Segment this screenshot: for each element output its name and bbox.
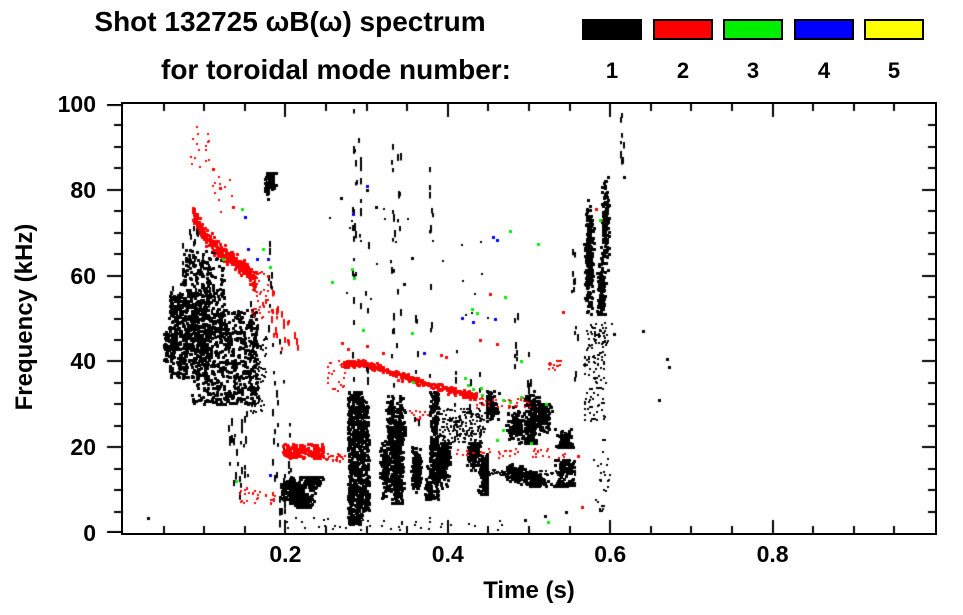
y-axis-title: Frequency (kHz) [11, 223, 38, 411]
legend-label-mode-2: 2 [676, 58, 690, 83]
chart-title: Shot 132725 ωB(ω) spectrum [94, 6, 486, 37]
legend-swatch-mode-4 [794, 19, 854, 40]
plot-area [105, 102, 937, 535]
y-tick-label-0: 0 [83, 520, 96, 546]
spectrogram-canvas [105, 104, 935, 533]
legend-swatch-mode-5 [864, 19, 924, 40]
y-tick-label-20: 20 [70, 434, 96, 461]
y-tick-label-40: 40 [70, 348, 96, 375]
legend-swatch-mode-1 [582, 19, 642, 40]
y-tick-label-100: 100 [57, 91, 96, 117]
legend-label-mode-1: 1 [605, 58, 619, 83]
chart-subtitle: for toroidal mode number: [161, 54, 511, 85]
legend-label-mode-5: 5 [887, 58, 901, 83]
legend-swatch-mode-3 [723, 19, 783, 40]
legend-label-mode-4: 4 [817, 58, 831, 83]
x-tick-label-0.2: 0.2 [269, 541, 302, 567]
x-axis-title: Time (s) [483, 577, 575, 604]
x-tick-label-0.4: 0.4 [431, 541, 464, 567]
legend-swatch-mode-2 [653, 19, 713, 40]
y-tick-label-80: 80 [70, 176, 96, 203]
y-tick-label-60: 60 [70, 262, 96, 289]
legend-label-mode-3: 3 [746, 58, 760, 83]
x-tick-label-0.8: 0.8 [756, 541, 789, 567]
x-tick-label-0.6: 0.6 [594, 541, 627, 567]
